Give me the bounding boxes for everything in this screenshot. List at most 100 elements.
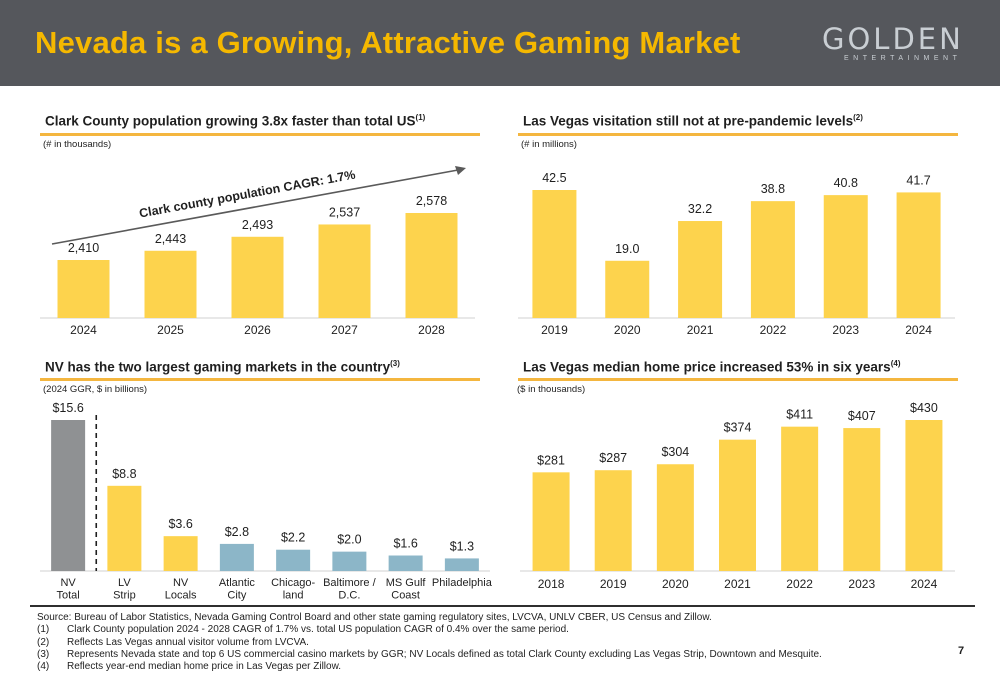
bar	[51, 420, 86, 571]
x-tick-label: 2024	[905, 323, 932, 337]
panel-title-footnote-ref: (2)	[853, 113, 863, 122]
x-tick-label: 2024	[70, 323, 97, 337]
x-tick-label: Baltimore /	[323, 577, 377, 589]
data-label: $3.6	[168, 517, 192, 531]
panel-unit-label: (# in millions)	[521, 139, 577, 150]
bar	[219, 543, 254, 571]
x-tick-label: LV	[118, 577, 131, 589]
data-label: $15.6	[52, 401, 83, 415]
bar	[656, 464, 694, 571]
bar	[405, 213, 458, 318]
header-bar	[0, 0, 1000, 86]
bar	[276, 549, 311, 571]
x-tick-label: 2027	[331, 323, 358, 337]
x-tick-label: 2023	[832, 323, 859, 337]
x-tick-label: Chicago-	[271, 577, 315, 589]
footnote-item: (3) Represents Nevada state and top 6 US …	[37, 649, 957, 661]
bar	[107, 485, 142, 571]
x-tick-label: NV	[60, 577, 76, 589]
bar	[318, 224, 371, 318]
data-label: 2,443	[155, 232, 186, 246]
x-tick-label: 2021	[724, 577, 751, 591]
panel-title-footnote-ref: (1)	[415, 113, 426, 122]
x-tick-label: City	[227, 590, 246, 602]
panel-unit-label: ($ in thousands)	[517, 384, 586, 395]
data-label: $281	[537, 453, 565, 467]
panel-title-text: Las Vegas visitation still not at pre-pa…	[523, 113, 854, 129]
bar	[750, 201, 795, 318]
footnote-item: (4) Reflects year-end median home price i…	[37, 661, 957, 673]
footnote-number: (2)	[37, 636, 50, 648]
data-label: 40.8	[834, 176, 858, 190]
data-label: $374	[724, 421, 752, 435]
panel-rule	[518, 378, 958, 381]
x-tick-label: 2028	[418, 323, 445, 337]
data-label: 19.0	[615, 242, 639, 256]
bar	[594, 470, 632, 571]
panel-title-text: NV has the two largest gaming markets in…	[45, 359, 391, 375]
bar	[57, 260, 110, 318]
bar	[605, 260, 650, 318]
footnote-number: (4)	[37, 661, 50, 673]
x-tick-label: NV	[173, 577, 189, 589]
x-tick-label: Atlantic	[219, 577, 256, 589]
x-tick-label: MS Gulf	[386, 577, 427, 589]
trend-arrow-head	[455, 166, 466, 175]
footnote-text: Reflects year-end median home price in L…	[67, 661, 342, 673]
data-label: $2.2	[281, 531, 305, 545]
x-tick-label: 2023	[848, 577, 875, 591]
data-label: 2,537	[329, 205, 360, 219]
data-label: 41.7	[906, 173, 930, 187]
trend-arrow-line	[51, 169, 459, 245]
data-label: 38.8	[761, 182, 785, 196]
bar	[905, 420, 943, 571]
page-title: Nevada is a Growing, Attractive Gaming M…	[35, 25, 741, 60]
x-tick-label: 2025	[157, 323, 184, 337]
panel-rule	[40, 133, 480, 136]
source-note: Source: Bureau of Labor Statistics, Neva…	[37, 612, 712, 623]
footnote-text: Represents Nevada state and top 6 US com…	[67, 648, 822, 660]
footnote-number: (3)	[37, 648, 50, 660]
panel-unit-label: (2024 GGR, $ in billions)	[43, 384, 148, 395]
data-label: $411	[786, 408, 813, 422]
panel-title-population: Clark County population growing 3.8x fas…	[45, 113, 425, 129]
bar	[678, 221, 723, 318]
data-label: 2,493	[242, 218, 273, 232]
panel-unit-label: (# in thousands)	[43, 139, 112, 150]
bar	[144, 250, 197, 318]
x-tick-label: Total	[57, 590, 80, 602]
footer-divider	[30, 605, 975, 607]
x-tick-label: 2021	[687, 323, 714, 337]
data-label: $2.0	[337, 533, 361, 547]
x-tick-label: land	[283, 590, 304, 602]
footnote-item: (1) Clark County population 2024 - 2028 C…	[37, 624, 957, 636]
x-tick-label: 2024	[911, 577, 938, 591]
x-tick-label: 2019	[600, 577, 627, 591]
panel-title-footnote-ref: (4)	[890, 359, 901, 368]
panel-title-footnote-ref: (3)	[390, 359, 400, 368]
x-tick-label: 2018	[538, 577, 565, 591]
data-label: 32.2	[688, 202, 712, 216]
x-tick-label: 2022	[786, 577, 813, 591]
page-number: 7	[958, 645, 965, 657]
golden-entertainment-logo: GOLDEN ENTERTAINMENT	[822, 22, 982, 68]
data-label: 2,410	[68, 241, 99, 255]
x-tick-label: 2020	[614, 323, 641, 337]
bar	[532, 190, 577, 318]
bar	[719, 439, 756, 571]
bar	[388, 555, 423, 571]
panel-title-home-price: Las Vegas median home price increased 53…	[523, 359, 900, 375]
data-label: $304	[661, 445, 689, 459]
x-tick-label: Philadelphia	[432, 577, 493, 589]
data-label: $407	[848, 409, 876, 423]
data-label: $8.8	[112, 467, 136, 481]
x-tick-label: Strip	[113, 590, 136, 602]
data-label: 2,578	[416, 194, 447, 208]
panel-title-text: Las Vegas median home price increased 53…	[523, 359, 891, 375]
data-label: $2.8	[225, 525, 249, 539]
data-label: $1.6	[393, 537, 417, 551]
data-label: $430	[910, 401, 938, 415]
